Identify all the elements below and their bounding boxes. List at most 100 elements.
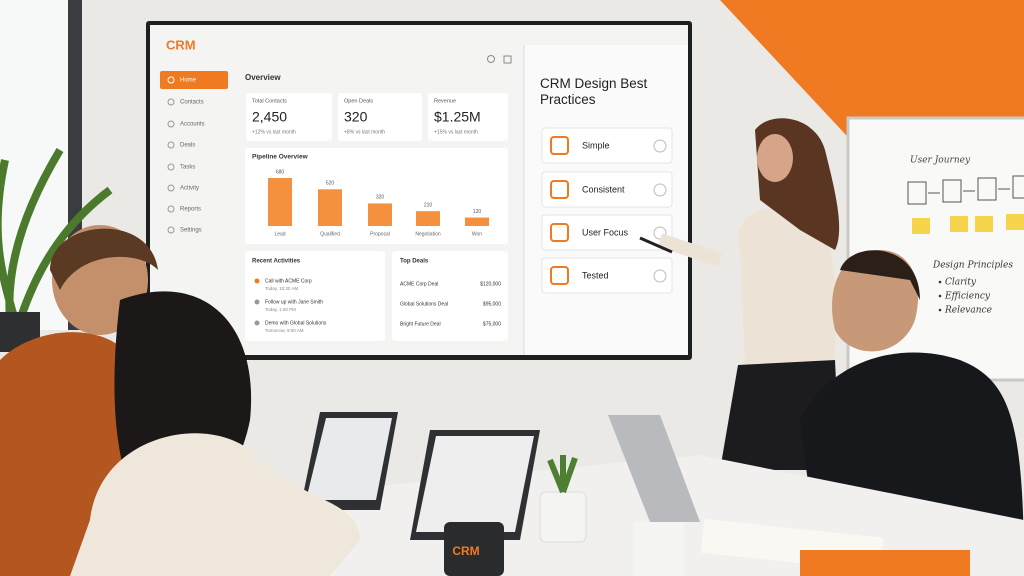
pipeline-bar (465, 217, 489, 226)
kpi-value: 320 (344, 109, 368, 125)
deals-card (392, 251, 508, 341)
activity-text: Demo with Global Solutions (265, 320, 327, 326)
practice-icon (550, 266, 569, 285)
nav-item: Tasks (180, 165, 195, 171)
pipeline-card (245, 148, 508, 244)
practice-icon (550, 180, 569, 199)
principle: Relevance (944, 306, 992, 316)
bar-category: Won (472, 231, 482, 237)
kpi-value: 2,450 (252, 109, 287, 125)
nav-active (160, 71, 228, 89)
whiteboard-subtitle: Design Principles (932, 261, 1013, 271)
journey-sketch (907, 175, 1024, 205)
nav-item: Deals (180, 143, 195, 149)
practice-label: Tested (582, 270, 609, 280)
check-icon (653, 183, 667, 197)
activities-card (245, 251, 385, 341)
bar-value-label: 120 (473, 209, 482, 215)
kpi-label: Open Deals (344, 98, 373, 104)
practice-card (541, 127, 673, 164)
bar-category: Lead (274, 231, 285, 237)
deals-title: Top Deals (400, 259, 429, 265)
practice-label: User Focus (582, 227, 629, 237)
nav-icon (167, 163, 175, 171)
pipeline-bar (318, 189, 342, 226)
nav-item: Contacts (180, 100, 204, 106)
kpi-card (428, 93, 508, 141)
nav-icon (167, 205, 175, 213)
nav-icon (167, 141, 175, 149)
check-icon (653, 269, 667, 283)
bar-value-label: 320 (376, 195, 385, 201)
check-icon (653, 226, 667, 240)
practice-card (541, 257, 673, 294)
pipeline-bar (368, 203, 392, 226)
activities-title: Recent Activities (252, 259, 301, 265)
kpi-label: Total Contacts (252, 98, 287, 104)
screen-content: CRM Home Contacts Accounts Deals Tasks Activit… (166, 37, 673, 333)
bar-category: Negotiation (415, 231, 441, 237)
whiteboard-title: User Journey (910, 156, 971, 166)
nav-icon (167, 226, 175, 234)
pipeline-bar (268, 178, 292, 226)
kpi-card (338, 93, 422, 141)
kpi-label: Revenue (434, 98, 456, 104)
practices-title: CRM Design Best Practices (540, 76, 648, 107)
activity-dot (254, 299, 260, 305)
logo: CRM (166, 37, 196, 52)
extra-content: User Journey Design Principles Clarity Effi… (452, 156, 1013, 559)
nav-icon (167, 76, 175, 84)
activity-dot (254, 278, 260, 284)
bar-value-label: 680 (276, 169, 285, 175)
deal-name: ACME Corp Deal (400, 281, 438, 287)
practice-card (541, 214, 673, 251)
practice-card (541, 171, 673, 208)
nav-icon (167, 120, 175, 128)
sticky-notes (912, 214, 1024, 234)
nav-item: Settings (180, 228, 202, 234)
kpi-change: +8% vs last month (344, 129, 385, 135)
bar-category: Proposal (370, 231, 390, 237)
nav-item: Reports (180, 207, 201, 213)
orange-notebook (800, 550, 970, 576)
deal-name: Global Solutions Deal (400, 301, 448, 307)
bar-category: Qualified (320, 231, 340, 237)
bullet (938, 280, 942, 284)
practice-icon (550, 136, 569, 155)
deal-name: Bright Future Deal (400, 321, 441, 327)
activity-time: Tomorrow, 9:00 AM (265, 328, 304, 333)
nav-item: Activity (180, 186, 199, 192)
activity-text: Call with ACME Corp (265, 278, 312, 284)
bullet (938, 294, 942, 298)
woman-left (70, 291, 360, 576)
nav-icon (167, 184, 175, 192)
practice-icon (550, 223, 569, 242)
nav-icon (167, 98, 175, 106)
kpi-card (246, 93, 332, 141)
bell-icon (503, 55, 512, 64)
principle: Clarity (945, 278, 977, 288)
pipeline-title: Pipeline Overview (252, 154, 309, 161)
practices-title-box: CRM Design Best Practices (540, 76, 648, 107)
mug-logo: CRM (452, 544, 479, 558)
deal-amount: $95,000 (483, 301, 501, 307)
search-icon (487, 55, 495, 63)
overview-title: Overview (245, 73, 281, 82)
kpi-value: $1.25M (434, 109, 481, 125)
nav-item: Accounts (180, 122, 205, 128)
cup (634, 522, 684, 576)
activity-text: Follow up with Jane Smith (265, 299, 323, 305)
nav-item: Home (180, 78, 197, 84)
activity-dot (254, 320, 260, 326)
bar-value-label: 210 (424, 203, 433, 209)
check-icon (653, 139, 667, 153)
plant-table (539, 455, 587, 543)
practice-label: Simple (582, 140, 610, 150)
principle: Efficiency (944, 292, 991, 302)
kpi-change: +12% vs last month (252, 129, 296, 135)
laptops (300, 412, 700, 540)
bullet (938, 308, 942, 312)
activity-time: Today, 10:30 AM (265, 286, 298, 291)
